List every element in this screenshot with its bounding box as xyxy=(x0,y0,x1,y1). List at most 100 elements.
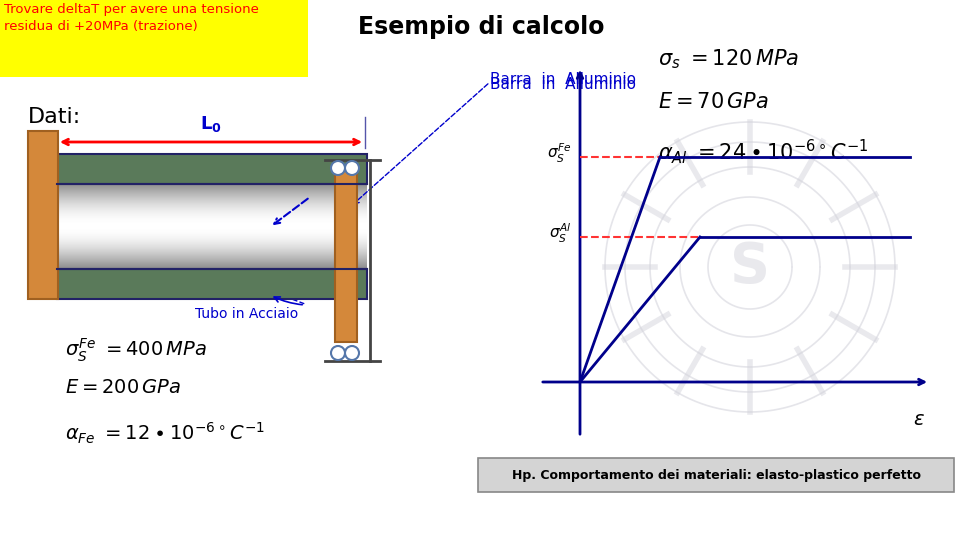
Bar xyxy=(57,239,367,240)
Bar xyxy=(57,229,367,230)
Bar xyxy=(57,242,367,243)
Bar xyxy=(57,263,367,264)
Bar xyxy=(57,217,367,218)
Text: $\mathbf{L_0}$: $\mathbf{L_0}$ xyxy=(200,114,221,134)
Bar xyxy=(57,188,367,189)
Bar xyxy=(57,208,367,209)
Bar xyxy=(57,233,367,234)
Bar xyxy=(57,224,367,225)
Bar xyxy=(57,226,367,227)
Bar xyxy=(57,206,367,207)
Bar xyxy=(57,267,367,268)
Bar xyxy=(57,196,367,197)
Bar xyxy=(57,249,367,250)
Bar xyxy=(57,243,367,244)
Bar xyxy=(57,241,367,242)
Bar xyxy=(57,268,367,269)
Bar xyxy=(57,200,367,201)
Bar xyxy=(57,211,367,212)
Bar xyxy=(57,256,367,257)
Bar xyxy=(57,214,367,215)
Bar xyxy=(57,204,367,205)
Bar xyxy=(57,199,367,200)
Bar xyxy=(57,235,367,236)
Bar xyxy=(57,253,367,254)
Bar xyxy=(57,209,367,210)
Bar xyxy=(57,220,367,221)
Bar xyxy=(57,221,367,222)
Text: $\sigma_s\ =120\,MPa$: $\sigma_s\ =120\,MPa$ xyxy=(658,47,799,70)
Bar xyxy=(57,231,367,232)
Bar xyxy=(57,201,367,202)
Bar xyxy=(57,269,367,299)
Bar xyxy=(57,262,367,263)
Bar xyxy=(57,203,367,204)
Text: Trovare deltaT per avere una tensione
residua di +20MPa (trazione): Trovare deltaT per avere una tensione re… xyxy=(4,3,259,33)
Bar xyxy=(57,202,367,203)
Bar xyxy=(57,227,367,228)
Bar xyxy=(57,236,367,237)
Bar xyxy=(335,167,357,342)
Bar xyxy=(57,197,367,198)
Circle shape xyxy=(345,346,359,360)
Bar xyxy=(57,244,367,245)
Bar xyxy=(28,131,58,299)
Text: $E=70\,GPa$: $E=70\,GPa$ xyxy=(658,92,768,112)
Text: $\sigma_S^{Al}$: $\sigma_S^{Al}$ xyxy=(549,221,572,244)
Bar xyxy=(57,248,367,249)
Bar xyxy=(57,191,367,192)
Text: $\alpha_{Al}\ =24\bullet10^{-6\circ}C^{-1}$: $\alpha_{Al}\ =24\bullet10^{-6\circ}C^{-… xyxy=(658,137,869,166)
Circle shape xyxy=(331,346,345,360)
Bar xyxy=(57,194,367,195)
Bar xyxy=(57,225,367,226)
Bar xyxy=(57,250,367,251)
Bar xyxy=(57,261,367,262)
Bar xyxy=(57,154,367,184)
Bar xyxy=(57,195,367,196)
Bar xyxy=(57,265,367,266)
Text: $E=200\,GPa$: $E=200\,GPa$ xyxy=(65,379,181,397)
Circle shape xyxy=(345,161,359,175)
Bar xyxy=(57,232,367,233)
Text: Barra  in  Alluminio: Barra in Alluminio xyxy=(490,72,636,87)
Text: $\sigma_S^{Fe}\ =400\,MPa$: $\sigma_S^{Fe}\ =400\,MPa$ xyxy=(65,337,207,365)
Bar xyxy=(57,246,367,247)
Bar xyxy=(57,219,367,220)
Bar xyxy=(57,216,367,217)
Bar xyxy=(57,205,367,206)
Bar xyxy=(57,192,367,193)
Bar xyxy=(57,251,367,252)
Text: Tubo in Acciaio: Tubo in Acciaio xyxy=(195,307,299,321)
Bar xyxy=(57,207,367,208)
Bar xyxy=(57,259,367,260)
Bar xyxy=(57,198,367,199)
Bar xyxy=(57,255,367,256)
Bar xyxy=(57,215,367,216)
Bar xyxy=(57,230,367,231)
Text: $\varepsilon$: $\varepsilon$ xyxy=(913,410,925,429)
Text: $\sigma_S^{Fe}$: $\sigma_S^{Fe}$ xyxy=(547,141,572,165)
Text: Dati:: Dati: xyxy=(28,107,81,127)
Bar xyxy=(57,223,367,224)
Text: Hp. Comportamento dei materiali: elasto-plastico perfetto: Hp. Comportamento dei materiali: elasto-… xyxy=(511,468,921,482)
Bar xyxy=(57,266,367,267)
Text: $\alpha_{Fe}\ =12\bullet10^{-6\circ}C^{-1}$: $\alpha_{Fe}\ =12\bullet10^{-6\circ}C^{-… xyxy=(65,421,265,446)
Text: Esempio di calcolo: Esempio di calcolo xyxy=(357,15,604,39)
Bar xyxy=(57,186,367,187)
Bar xyxy=(57,189,367,190)
Bar xyxy=(57,212,367,213)
Bar xyxy=(57,190,367,191)
Bar xyxy=(57,185,367,186)
Bar xyxy=(57,213,367,214)
Bar xyxy=(57,260,367,261)
FancyBboxPatch shape xyxy=(478,458,954,492)
Circle shape xyxy=(331,161,345,175)
Bar xyxy=(57,254,367,255)
Bar xyxy=(57,234,367,235)
Bar xyxy=(57,222,367,223)
Bar xyxy=(57,252,367,253)
Bar xyxy=(57,237,367,238)
Bar xyxy=(57,193,367,194)
Bar xyxy=(57,218,367,219)
Bar xyxy=(57,210,367,211)
